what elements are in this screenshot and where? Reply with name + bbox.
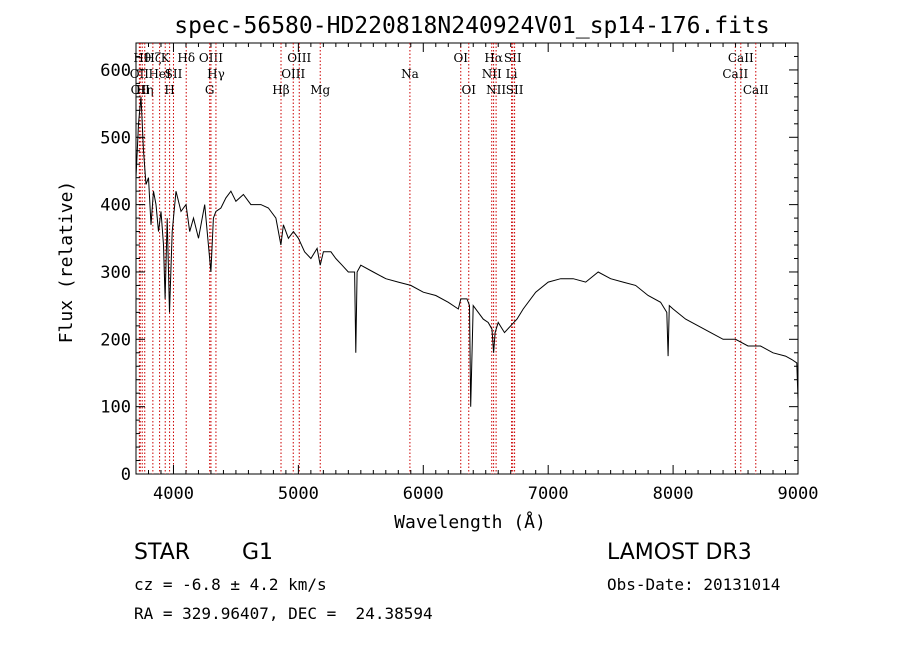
x-tick-label: 4000 <box>153 484 194 504</box>
line-marker-label: OII <box>131 83 151 97</box>
plot-frame <box>135 42 799 475</box>
line-marker-label: OIII <box>199 51 223 65</box>
line-marker-label: Na <box>401 67 419 81</box>
line-marker-label: SII <box>506 83 524 97</box>
line-marker-label: OI <box>461 83 476 97</box>
line-marker-label: K <box>161 51 171 65</box>
line-marker-label: OII <box>130 67 150 81</box>
line-marker-label: Li <box>506 67 518 81</box>
x-tick-label: 9000 <box>778 484 819 504</box>
line-marker-label: Hθ <box>133 51 151 65</box>
chart-title: spec-56580-HD220818N240924V01_sp14-176.f… <box>174 13 769 39</box>
line-marker-label: CaII <box>743 83 769 97</box>
line-marker-label: OIII <box>281 67 305 81</box>
line-marker-label: Hβ <box>272 83 289 97</box>
line-marker-layer: OII OII Hθ Hη Hζ HeI K H SII Hδ G OIII Hγ Hβ OIII OIII M… <box>130 43 769 474</box>
spectrum-line <box>135 96 799 407</box>
line-marker-label: OI <box>453 51 468 65</box>
y-tick-label: 600 <box>100 61 131 81</box>
line-marker-label: HeI <box>148 67 171 81</box>
y-tick-label: 500 <box>100 128 131 148</box>
line-marker-label: Hα <box>484 51 503 65</box>
line-marker-label: G <box>205 83 215 97</box>
x-tick-label: 8000 <box>653 484 694 504</box>
y-tick-label: 400 <box>100 196 131 216</box>
line-marker-label: Mg <box>310 83 330 97</box>
coordinates: RA = 329.96407, DEC = 24.38594 <box>134 604 433 623</box>
line-marker-label: NII <box>486 83 506 97</box>
y-axis-label: Flux (relative) <box>56 181 77 344</box>
x-tick-label: 6000 <box>403 484 444 504</box>
line-marker-label: Hδ <box>177 51 195 65</box>
line-marker-label: SII <box>504 51 522 65</box>
line-marker-label: Hγ <box>207 67 225 81</box>
x-axis-label: Wavelength (Å) <box>394 511 546 533</box>
x-tick-label: 5000 <box>278 484 319 504</box>
line-marker-label: Hη <box>136 83 154 97</box>
y-tick-label: 200 <box>100 330 131 350</box>
y-tick-label: 100 <box>100 398 131 418</box>
survey-name: LAMOST DR3 <box>607 540 752 565</box>
subclass: G1 <box>242 540 274 565</box>
line-marker-label: CaII <box>722 67 748 81</box>
x-tick-label: 7000 <box>528 484 569 504</box>
line-marker-label: CaII <box>728 51 754 65</box>
line-marker-label: OIII <box>287 51 311 65</box>
line-marker-label: H <box>164 83 174 97</box>
obs-date: Obs-Date: 20131014 <box>607 575 781 594</box>
y-tick-label: 0 <box>121 465 131 485</box>
line-marker-label: Hζ <box>144 51 161 65</box>
line-marker-label: NII <box>482 67 502 81</box>
axis-ticks: 4000 5000 6000 7000 8000 9000 0 100 200 300 400 500… <box>100 43 818 504</box>
y-tick-label: 300 <box>100 263 131 283</box>
line-marker-label: SII <box>165 67 183 81</box>
redshift-value: cz = -6.8 ± 4.2 km/s <box>134 575 327 594</box>
object-type: STAR <box>134 540 191 565</box>
